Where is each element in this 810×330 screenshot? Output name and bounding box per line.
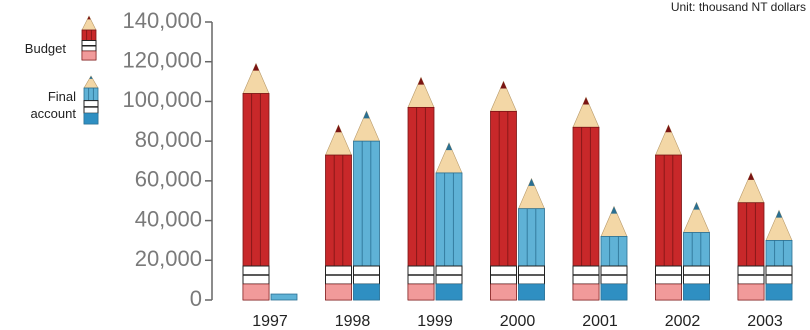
y-tick-label: 40,000 — [135, 206, 202, 231]
pencil-lead — [363, 111, 370, 119]
pencil-lead — [500, 81, 507, 89]
y-tick-label: 20,000 — [135, 246, 202, 271]
pencil-eraser — [407, 283, 435, 301]
x-tick-label: 1999 — [417, 313, 453, 330]
pencil-lead — [582, 97, 590, 105]
legend-label: Budget — [24, 41, 66, 56]
x-tick-label: 1997 — [252, 313, 288, 330]
pencil-eraser — [600, 283, 628, 301]
pencil-eraser — [518, 283, 545, 301]
pencil-lead — [775, 210, 783, 218]
pencil-lead — [335, 125, 342, 133]
pencil-eraser — [765, 283, 793, 301]
pencil-lead — [610, 206, 618, 214]
pencil-lead — [89, 76, 93, 79]
unit-note: Unit: thousand NT dollars — [671, 0, 806, 14]
pencil-eraser — [325, 283, 352, 301]
x-tick-label: 2001 — [582, 313, 618, 330]
legend-label: Final account — [30, 89, 76, 121]
pencil-lead — [665, 125, 672, 133]
pencil-eraser — [655, 283, 682, 301]
pencil-eraser — [435, 283, 463, 301]
x-tick-label: 1998 — [335, 313, 371, 330]
pencil-eraser — [242, 283, 270, 301]
pencil-lead — [747, 172, 755, 180]
x-tick-label: 2003 — [747, 313, 783, 330]
y-tick-label: 120,000 — [122, 48, 202, 73]
pencil-lead — [87, 16, 91, 20]
pencil-lead — [445, 142, 453, 151]
y-tick-label: 140,000 — [122, 8, 202, 33]
bar — [270, 293, 298, 301]
x-tick-label: 2000 — [500, 313, 536, 330]
pencil-lead — [528, 178, 535, 186]
pencil-eraser — [683, 283, 710, 301]
y-tick-label: 0 — [190, 286, 202, 311]
pencil-eraser — [353, 283, 380, 301]
y-tick-label: 60,000 — [135, 167, 202, 192]
y-tick-label: 100,000 — [122, 87, 202, 112]
pencil-eraser — [81, 50, 97, 61]
pencil-eraser — [572, 283, 600, 301]
pencil-lead — [252, 63, 260, 71]
y-tick-label: 80,000 — [135, 127, 202, 152]
pencil-eraser — [737, 283, 765, 301]
pencil-eraser — [83, 112, 99, 125]
pencil-eraser — [490, 283, 517, 301]
pencil-lead — [693, 202, 700, 210]
x-tick-label: 2002 — [665, 313, 701, 330]
pencil-lead — [417, 77, 425, 85]
